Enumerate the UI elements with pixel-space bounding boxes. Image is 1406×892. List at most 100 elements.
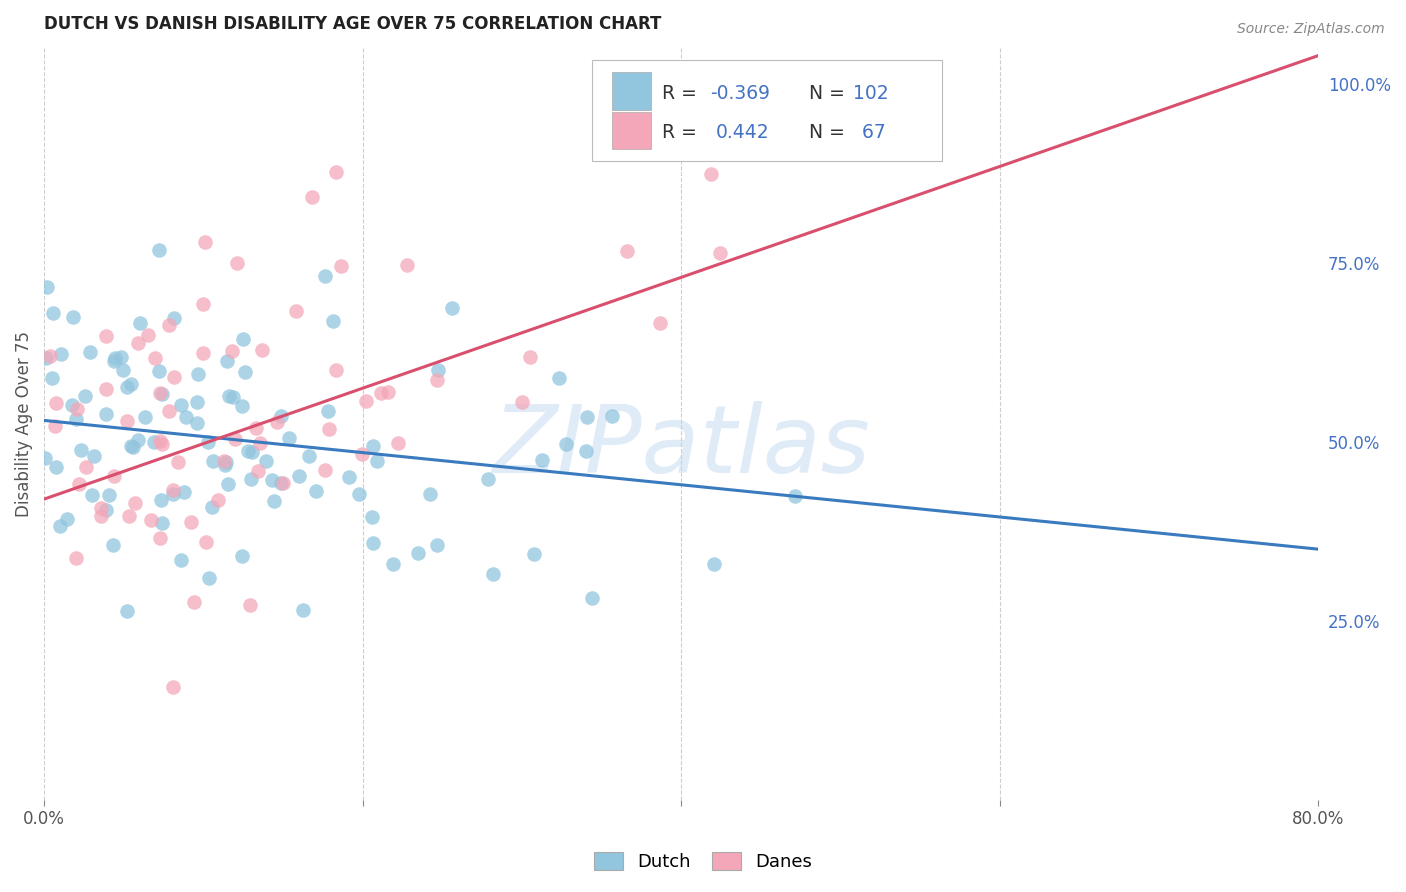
Danes [350, 447, 373, 461]
Danes [519, 350, 541, 364]
Dutch [70, 443, 93, 458]
Dutch [581, 591, 603, 606]
Dutch [187, 367, 209, 381]
Danes [96, 383, 118, 397]
Text: Source: ZipAtlas.com: Source: ZipAtlas.com [1237, 22, 1385, 37]
Dutch [270, 475, 292, 490]
Dutch [120, 377, 142, 392]
Danes [212, 454, 235, 468]
Dutch [481, 567, 503, 582]
Dutch [121, 440, 143, 454]
Dutch [174, 410, 197, 425]
Danes [66, 402, 89, 417]
Dutch [232, 332, 254, 346]
Dutch [103, 354, 125, 368]
Y-axis label: Disability Age Over 75: Disability Age Over 75 [15, 331, 32, 517]
Legend: Dutch, Danes: Dutch, Danes [586, 845, 820, 879]
Dutch [231, 399, 253, 413]
Danes [163, 370, 186, 384]
Dutch [575, 444, 598, 458]
Dutch [222, 390, 245, 404]
Dutch [361, 536, 384, 550]
Text: N =: N = [808, 123, 856, 142]
Dutch [217, 476, 239, 491]
Danes [124, 495, 146, 509]
Dutch [236, 444, 259, 458]
Dutch [98, 488, 121, 502]
Dutch [170, 553, 193, 567]
Dutch [201, 454, 224, 468]
Dutch [128, 316, 150, 330]
Dutch [554, 437, 576, 451]
Dutch [339, 470, 361, 484]
Text: ZIPatlas: ZIPatlas [492, 401, 870, 492]
Dutch [381, 557, 404, 571]
Dutch [600, 409, 623, 424]
Text: N =: N = [808, 84, 851, 103]
Dutch [150, 387, 173, 401]
Dutch [34, 450, 56, 465]
Danes [194, 235, 217, 250]
Danes [224, 432, 246, 446]
Danes [136, 328, 159, 343]
Dutch [314, 268, 336, 283]
Dutch [65, 412, 87, 426]
Danes [39, 349, 62, 363]
Dutch [120, 439, 142, 453]
Danes [387, 435, 409, 450]
Dutch [45, 460, 67, 475]
Dutch [288, 469, 311, 483]
FancyBboxPatch shape [592, 60, 942, 161]
FancyBboxPatch shape [613, 72, 651, 110]
Danes [191, 296, 214, 310]
Danes [426, 373, 449, 387]
Dutch [79, 345, 101, 359]
Dutch [262, 473, 284, 487]
Dutch [42, 306, 65, 320]
Danes [195, 535, 218, 549]
Danes [510, 395, 533, 409]
Danes [167, 455, 190, 469]
Danes [700, 167, 723, 181]
Danes [103, 468, 125, 483]
Danes [180, 515, 202, 529]
Danes [285, 303, 308, 318]
Dutch [426, 539, 449, 553]
Dutch [170, 398, 193, 412]
Danes [118, 509, 141, 524]
Danes [370, 385, 392, 400]
Dutch [783, 489, 806, 503]
Dutch [134, 409, 156, 424]
Dutch [173, 485, 195, 500]
Dutch [426, 363, 449, 377]
Dutch [292, 603, 315, 617]
Danes [90, 509, 112, 524]
Danes [90, 500, 112, 515]
Dutch [51, 347, 73, 361]
Dutch [298, 449, 321, 463]
Dutch [143, 435, 166, 450]
Dutch [419, 487, 441, 501]
Danes [162, 680, 184, 694]
Danes [245, 420, 267, 434]
Dutch [201, 500, 224, 515]
Dutch [305, 483, 328, 498]
Danes [301, 190, 323, 204]
Text: 67: 67 [856, 123, 886, 142]
Text: DUTCH VS DANISH DISABILITY AGE OVER 75 CORRELATION CHART: DUTCH VS DANISH DISABILITY AGE OVER 75 C… [44, 15, 661, 33]
Dutch [215, 354, 238, 368]
Dutch [186, 395, 208, 409]
Danes [96, 329, 118, 343]
Dutch [162, 487, 184, 501]
Danes [149, 434, 172, 448]
Danes [65, 550, 87, 565]
Danes [325, 363, 347, 377]
Danes [252, 343, 274, 357]
Danes [157, 404, 180, 418]
Dutch [62, 310, 84, 325]
Danes [650, 316, 672, 330]
Danes [221, 343, 243, 358]
Text: 102: 102 [853, 84, 889, 103]
Dutch [523, 547, 546, 561]
Dutch [186, 416, 208, 430]
